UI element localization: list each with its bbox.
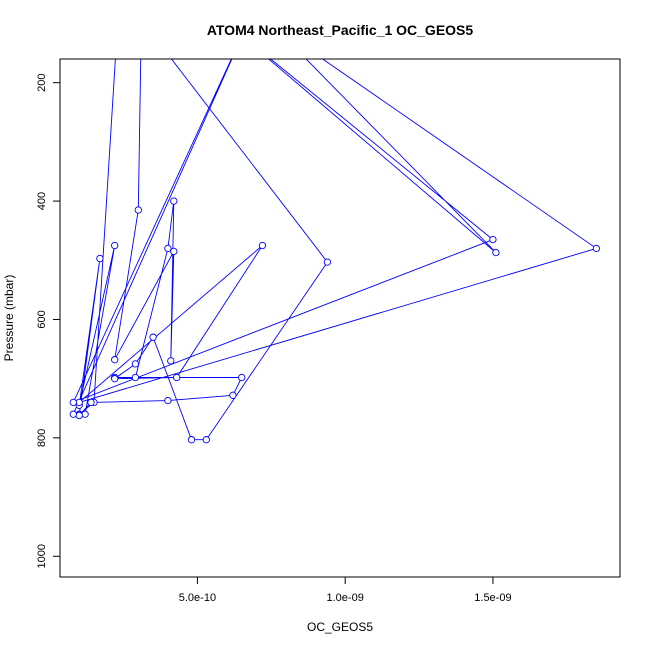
- chart-title: ATOM4 Northeast_Pacific_1 OC_GEOS5: [207, 22, 474, 38]
- data-point: [167, 357, 175, 365]
- x-axis-label: OC_GEOS5: [307, 620, 373, 634]
- x-tick-label: 1.0e-09: [327, 592, 364, 604]
- data-point: [164, 396, 172, 405]
- series-layer: [69, 59, 601, 444]
- data-point: [489, 235, 497, 244]
- data-point: [131, 373, 140, 382]
- data-point: [323, 258, 332, 266]
- data-point: [111, 241, 119, 250]
- data-point: [149, 333, 157, 341]
- data-point: [187, 436, 196, 444]
- data-point: [111, 375, 119, 383]
- data-point: [131, 360, 140, 368]
- data-point: [492, 248, 500, 257]
- series-line: [72, 59, 598, 441]
- data-point: [111, 356, 119, 364]
- y-tick-label: 200: [36, 74, 48, 92]
- data-point: [75, 398, 83, 407]
- x-tick-label: 5.0e-10: [179, 592, 216, 604]
- data-point: [258, 241, 267, 250]
- y-tick-label: 600: [36, 310, 48, 328]
- data-point: [134, 206, 142, 214]
- data-point: [202, 436, 210, 444]
- data-point: [170, 247, 178, 256]
- data-point: [87, 398, 95, 407]
- data-point: [75, 411, 83, 420]
- data-point: [238, 373, 246, 382]
- data-point: [229, 391, 237, 399]
- y-tick-label: 1000: [36, 544, 48, 568]
- y-tick-label: 800: [36, 429, 48, 447]
- plot-frame: [59, 58, 621, 578]
- data-point: [96, 254, 104, 263]
- data-point: [170, 197, 178, 205]
- x-tick-label: 1.5e-09: [474, 592, 511, 604]
- data-point: [164, 244, 172, 253]
- data-point: [592, 244, 601, 253]
- y-axis-label: Pressure (mbar): [2, 275, 16, 362]
- y-tick-label: 400: [36, 192, 48, 210]
- data-point: [81, 410, 89, 418]
- data-point: [69, 398, 77, 407]
- data-point: [173, 373, 181, 382]
- data-point: [69, 410, 77, 418]
